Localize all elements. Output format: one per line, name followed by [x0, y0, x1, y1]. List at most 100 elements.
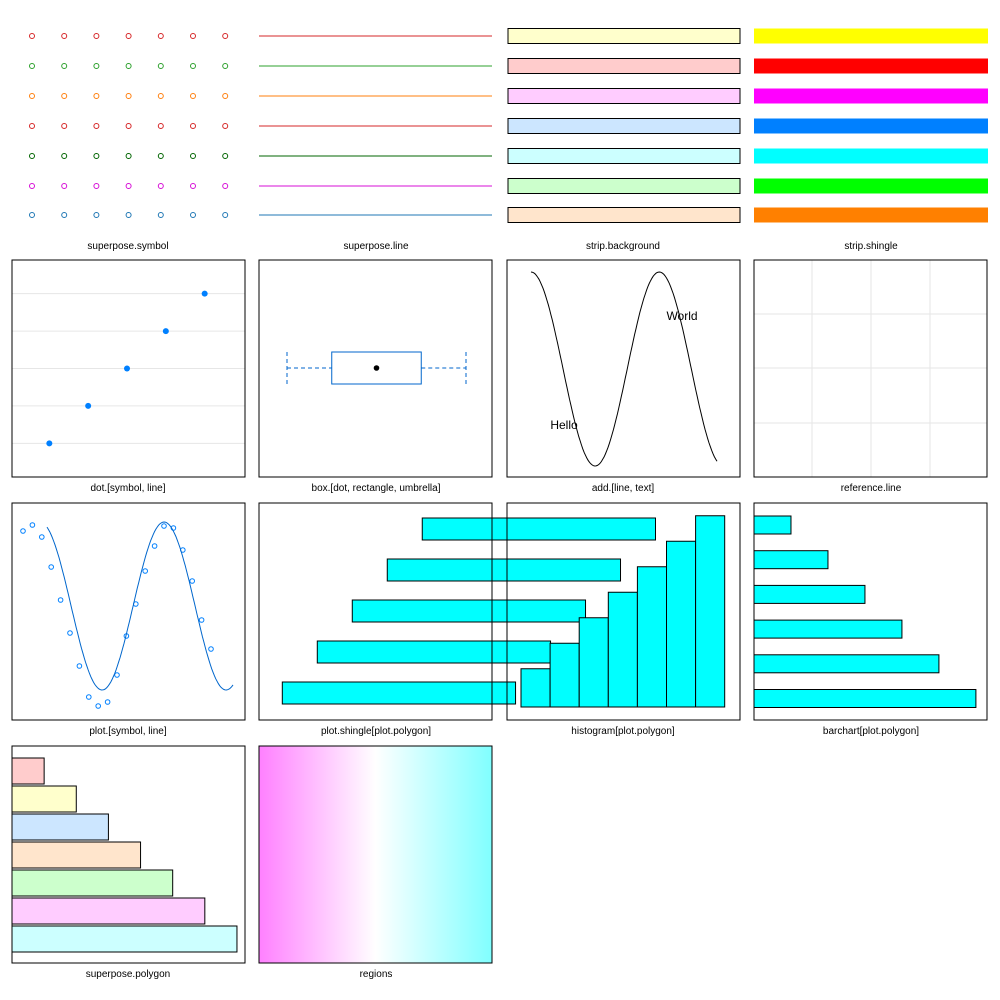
regions-panel [258, 745, 493, 964]
symbol-point [157, 123, 164, 129]
symbol-point [190, 153, 196, 159]
hello-annotation: Hello [550, 418, 578, 432]
strip-background-label: strip.background [586, 241, 660, 252]
symbol-point [190, 183, 196, 189]
symbol-point [61, 33, 68, 39]
regions-gradient [259, 746, 492, 963]
plot-point [20, 528, 26, 534]
symbol-point [190, 33, 196, 39]
symbol-point [222, 33, 229, 39]
barchart-bar [753, 654, 940, 674]
plot-point [151, 543, 158, 549]
plot-point [76, 663, 83, 669]
symbol-point [61, 153, 68, 159]
shingle-interval [386, 558, 622, 582]
shingle-interval [281, 681, 517, 705]
plot-point [95, 703, 101, 709]
add-frame [506, 259, 741, 478]
superpose-polygon-label: superpose.polygon [86, 969, 171, 980]
plot-point [189, 578, 195, 584]
barchart-bar [753, 550, 829, 570]
symbol-point [157, 212, 164, 218]
symbol-point [157, 183, 164, 189]
shingle-bar [754, 118, 988, 134]
symbol-point [190, 63, 196, 69]
barchart-bar [753, 584, 866, 604]
shingle-interval [421, 517, 656, 541]
dot-label: dot.[symbol, line] [90, 483, 165, 494]
plot-point [198, 617, 205, 623]
symbol-point [125, 123, 132, 129]
plot-line [46, 521, 234, 691]
dot-point [46, 440, 53, 447]
superpose-line-panel [259, 35, 492, 216]
histogram-frame [506, 502, 741, 721]
dot-point [201, 290, 208, 297]
symbol-point [157, 33, 164, 39]
symbol-point [93, 153, 100, 159]
strip-shingle-panel [754, 28, 988, 223]
strip-shingle-label: strip.shingle [844, 241, 898, 252]
box-rect [331, 351, 422, 385]
symbol-point [125, 183, 132, 189]
barchart-bar [753, 619, 903, 639]
symbol-point [222, 212, 229, 218]
symbol-point [157, 63, 164, 69]
symbol-point [61, 63, 68, 69]
symbol-point [61, 183, 68, 189]
strip-bar [507, 207, 741, 223]
symbol-point [29, 183, 35, 189]
plot-point [114, 672, 120, 678]
shingle-bar [754, 148, 988, 164]
symbol-point [93, 212, 100, 218]
plot-point [104, 699, 111, 705]
reference-label: reference.line [841, 483, 902, 494]
symbol-point [29, 212, 35, 218]
histogram-bar [666, 540, 697, 708]
symbol-point [93, 123, 100, 129]
superpose-line-label: superpose.line [343, 241, 408, 252]
dot-panel [11, 259, 246, 478]
symbol-point [190, 123, 196, 129]
box-panel [258, 259, 493, 478]
symbol-point [29, 153, 35, 159]
strip-bar [507, 58, 741, 74]
polygon-bar [11, 757, 45, 785]
median-dot [373, 365, 380, 371]
plot-point [208, 646, 214, 652]
plot-shingle-label: plot.shingle[plot.polygon] [321, 726, 431, 737]
plot-point [142, 568, 148, 574]
box-frame [258, 259, 493, 478]
symbol-point [29, 33, 35, 39]
superpose-symbol-label: superpose.symbol [87, 241, 168, 252]
strip-bar [507, 118, 741, 134]
symbol-point [93, 183, 100, 189]
wave-line [530, 271, 718, 467]
strip-bar [507, 28, 741, 44]
symbol-point [125, 153, 132, 159]
box-label: box.[dot, rectangle, umbrella] [312, 483, 441, 494]
dot-point [162, 328, 169, 335]
strip-bar [507, 178, 741, 194]
add-label: add.[line, text] [592, 483, 654, 494]
symbol-point [29, 63, 35, 69]
polygon-bar [11, 925, 238, 953]
polygon-bar [11, 841, 142, 869]
plot-label: plot.[symbol, line] [89, 726, 166, 737]
barchart-bar [753, 515, 792, 535]
dot-frame [11, 259, 246, 478]
dot-point [124, 365, 130, 372]
plot-point [29, 522, 36, 528]
superpose-symbol-panel [29, 33, 229, 218]
barchart-frame [753, 502, 988, 721]
shingle-bar [754, 207, 988, 223]
symbol-point [190, 212, 196, 218]
strip-bar [507, 88, 741, 104]
polygon-bar [11, 785, 77, 813]
reference-frame [753, 259, 988, 478]
plot-point [48, 564, 55, 570]
regions-label: regions [360, 969, 393, 980]
plot-point [161, 523, 167, 529]
plot-panel [11, 502, 246, 721]
histogram-bar [695, 515, 726, 708]
